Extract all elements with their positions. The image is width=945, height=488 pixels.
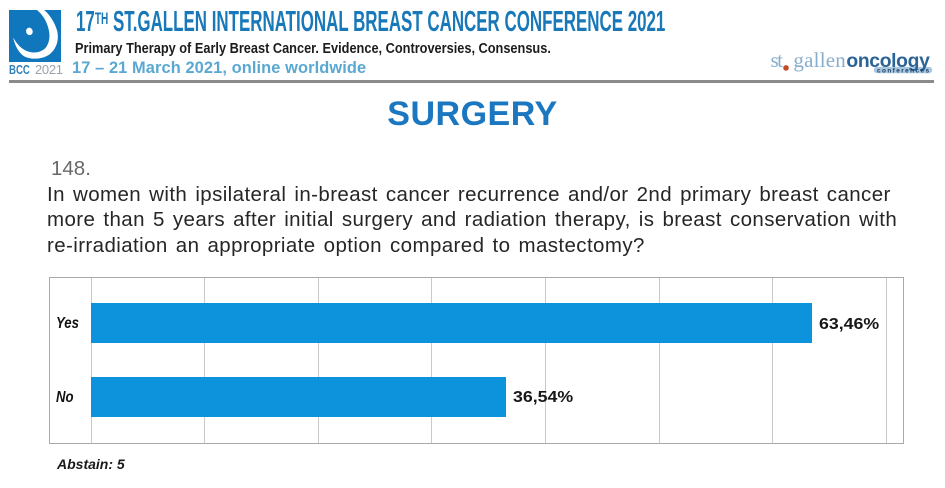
svg-text:st: st: [771, 48, 784, 72]
svg-text:gallen: gallen: [793, 48, 846, 72]
svg-text:oncology: oncology: [846, 51, 930, 72]
svg-text:conferences: conferences: [877, 67, 929, 74]
